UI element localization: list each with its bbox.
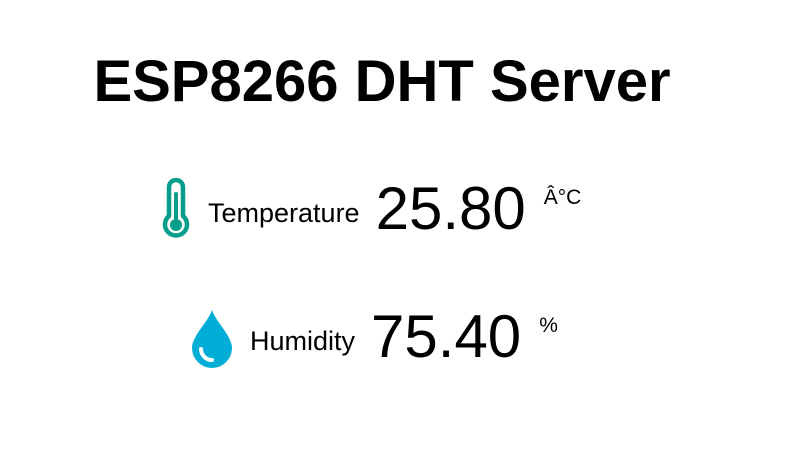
temperature-reading: Temperature 25.80 Â°C — [160, 172, 581, 246]
humidity-value: 75.40 — [371, 303, 522, 370]
humidity-label: Humidity — [250, 326, 356, 356]
humidity-reading: Humidity 75.40 % — [188, 300, 558, 374]
humidity-unit: % — [539, 314, 558, 337]
thermometer-icon — [160, 178, 192, 240]
temperature-label: Temperature — [208, 198, 360, 228]
page-title: ESP8266 DHT Server — [93, 49, 671, 114]
droplet-icon — [188, 306, 236, 368]
temperature-unit: Â°C — [543, 186, 582, 209]
temperature-value: 25.80 — [375, 175, 526, 242]
